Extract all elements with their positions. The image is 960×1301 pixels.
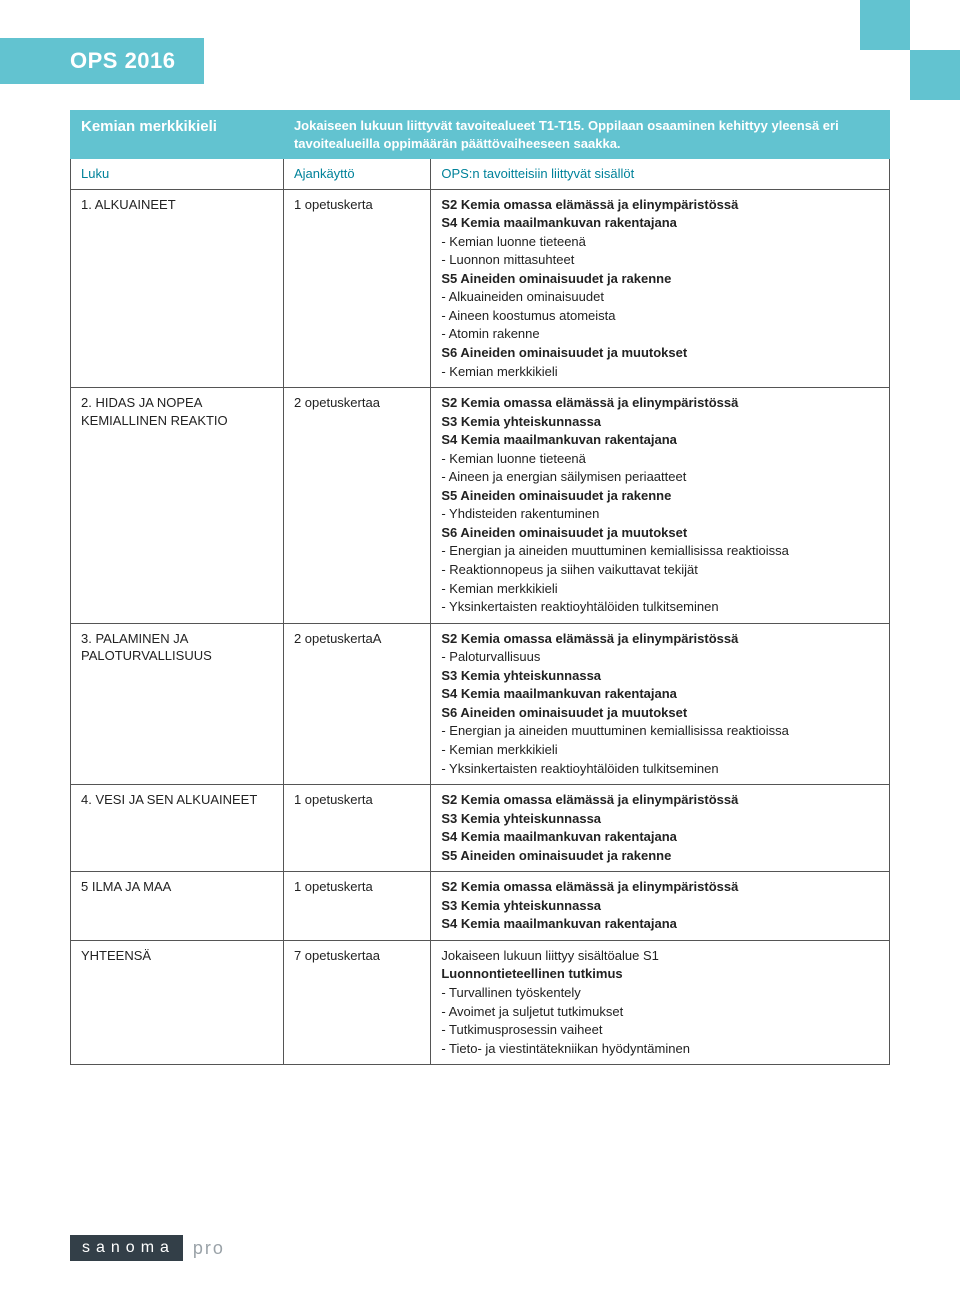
- table-header-row: Kemian merkkikieli Jokaiseen lukuun liit…: [71, 111, 890, 159]
- content-line: - Turvallinen työskentely: [441, 984, 879, 1002]
- content-line: - Tutkimusprosessin vaiheet: [441, 1021, 879, 1039]
- content-line: S2 Kemia omassa elämässä ja elinympärist…: [441, 196, 879, 214]
- cell-luku: YHTEENSÄ: [71, 940, 284, 1064]
- cell-aika: 1 opetuskerta: [283, 872, 430, 941]
- corner-decoration: [860, 0, 960, 100]
- content-line: - Tieto- ja viestintätekniikan hyödyntäm…: [441, 1040, 879, 1058]
- content-line: Jokaiseen lukuun liittyy sisältöalue S1: [441, 947, 879, 965]
- content-line: - Atomin rakenne: [441, 325, 879, 343]
- cell-sisalto: S2 Kemia omassa elämässä ja elinympärist…: [431, 785, 890, 872]
- table-row: 4. VESI JA SEN ALKUAINEET1 opetuskerta S2…: [71, 785, 890, 872]
- content-line: - Luonnon mittasuhteet: [441, 251, 879, 269]
- table-row: 3. PALAMINEN JA PALOTURVALLISUUS2 opetus…: [71, 623, 890, 784]
- content-line: - Kemian luonne tieteenä: [441, 450, 879, 468]
- content-line: S2 Kemia omassa elämässä ja elinympärist…: [441, 878, 879, 896]
- content-line: S2 Kemia omassa elämässä ja elinympärist…: [441, 791, 879, 809]
- cell-luku: 2. HIDAS JA NOPEA KEMIALLINEN REAKTIO: [71, 388, 284, 624]
- content-line: S4 Kemia maailmankuvan rakentajana: [441, 685, 879, 703]
- cell-luku: 1. ALKUAINEET: [71, 189, 284, 387]
- content-line: S4 Kemia maailmankuvan rakentajana: [441, 214, 879, 232]
- logo-brand: sanoma: [70, 1235, 183, 1261]
- content-line: S3 Kemia yhteiskunnassa: [441, 897, 879, 915]
- content-line: S4 Kemia maailmankuvan rakentajana: [441, 828, 879, 846]
- content-line: - Kemian merkkikieli: [441, 580, 879, 598]
- content-line: - Yhdisteiden rakentuminen: [441, 505, 879, 523]
- table-row: 5 ILMA JA MAA1 opetuskerta S2 Kemia omass…: [71, 872, 890, 941]
- table-subheader-row: Luku Ajankäyttö OPS:n tavoitteisiin liit…: [71, 159, 890, 190]
- content-line: - Aineen ja energian säilymisen periaatt…: [441, 468, 879, 486]
- content-line: - Energian ja aineiden muuttuminen kemia…: [441, 542, 879, 560]
- content-line: - Aineen koostumus atomeista: [441, 307, 879, 325]
- logo-sub: pro: [193, 1238, 225, 1259]
- content-line: S5 Aineiden ominaisuudet ja rakenne: [441, 270, 879, 288]
- cell-aika: 2 opetuskertaa: [283, 388, 430, 624]
- footer-logo: sanoma pro: [70, 1235, 225, 1261]
- content-line: Luonnontieteellinen tutkimus: [441, 965, 879, 983]
- cell-aika: 2 opetuskertaA: [283, 623, 430, 784]
- content-line: - Avoimet ja suljetut tutkimukset: [441, 1003, 879, 1021]
- cell-sisalto: S2 Kemia omassa elämässä ja elinympärist…: [431, 388, 890, 624]
- content-line: S5 Aineiden ominaisuudet ja rakenne: [441, 487, 879, 505]
- content-line: S2 Kemia omassa elämässä ja elinympärist…: [441, 630, 879, 648]
- content-line: - Yksinkertaisten reaktioyhtälöiden tulk…: [441, 598, 879, 616]
- col-header-sisalto: OPS:n tavoitteisiin liittyvät sisällöt: [431, 159, 890, 190]
- content-line: - Paloturvallisuus: [441, 648, 879, 666]
- content-line: S6 Aineiden ominaisuudet ja muutokset: [441, 524, 879, 542]
- cell-aika: 1 opetuskerta: [283, 785, 430, 872]
- content-line: S4 Kemia maailmankuvan rakentajana: [441, 915, 879, 933]
- col-header-aika: Ajankäyttö: [283, 159, 430, 190]
- table-row: 1. ALKUAINEET1 opetuskerta S2 Kemia omass…: [71, 189, 890, 387]
- content-line: - Yksinkertaisten reaktioyhtälöiden tulk…: [441, 760, 879, 778]
- content-line: S2 Kemia omassa elämässä ja elinympärist…: [441, 394, 879, 412]
- cell-aika: 7 opetuskertaa: [283, 940, 430, 1064]
- curriculum-table: Kemian merkkikieli Jokaiseen lukuun liit…: [70, 110, 890, 1065]
- cell-sisalto: S2 Kemia omassa elämässä ja elinympärist…: [431, 872, 890, 941]
- content-line: S6 Aineiden ominaisuudet ja muutokset: [441, 344, 879, 362]
- content-line: - Kemian merkkikieli: [441, 363, 879, 381]
- table-row: 2. HIDAS JA NOPEA KEMIALLINEN REAKTIO2 o…: [71, 388, 890, 624]
- cell-sisalto: S2 Kemia omassa elämässä ja elinympärist…: [431, 189, 890, 387]
- content-line: - Kemian merkkikieli: [441, 741, 879, 759]
- table-row: YHTEENSÄ7 opetuskertaaJokaiseen lukuun l…: [71, 940, 890, 1064]
- header-description: Jokaiseen lukuun liittyvät tavoitealueet…: [283, 111, 889, 159]
- cell-luku: 5 ILMA JA MAA: [71, 872, 284, 941]
- content-line: S3 Kemia yhteiskunnassa: [441, 810, 879, 828]
- cell-aika: 1 opetuskerta: [283, 189, 430, 387]
- content-line: - Kemian luonne tieteenä: [441, 233, 879, 251]
- content-line: S3 Kemia yhteiskunnassa: [441, 413, 879, 431]
- col-header-luku: Luku: [71, 159, 284, 190]
- cell-luku: 3. PALAMINEN JA PALOTURVALLISUUS: [71, 623, 284, 784]
- content-line: S5 Aineiden ominaisuudet ja rakenne: [441, 847, 879, 865]
- cell-sisalto: Jokaiseen lukuun liittyy sisältöalue S1L…: [431, 940, 890, 1064]
- header-title: Kemian merkkikieli: [71, 111, 284, 159]
- cell-sisalto: S2 Kemia omassa elämässä ja elinympärist…: [431, 623, 890, 784]
- cell-luku: 4. VESI JA SEN ALKUAINEET: [71, 785, 284, 872]
- content-line: - Alkuaineiden ominaisuudet: [441, 288, 879, 306]
- ops-badge: OPS 2016: [0, 38, 204, 84]
- content-line: S3 Kemia yhteiskunnassa: [441, 667, 879, 685]
- content-line: - Reaktionnopeus ja siihen vaikuttavat t…: [441, 561, 879, 579]
- content-line: S4 Kemia maailmankuvan rakentajana: [441, 431, 879, 449]
- content-line: - Energian ja aineiden muuttuminen kemia…: [441, 722, 879, 740]
- content-line: S6 Aineiden ominaisuudet ja muutokset: [441, 704, 879, 722]
